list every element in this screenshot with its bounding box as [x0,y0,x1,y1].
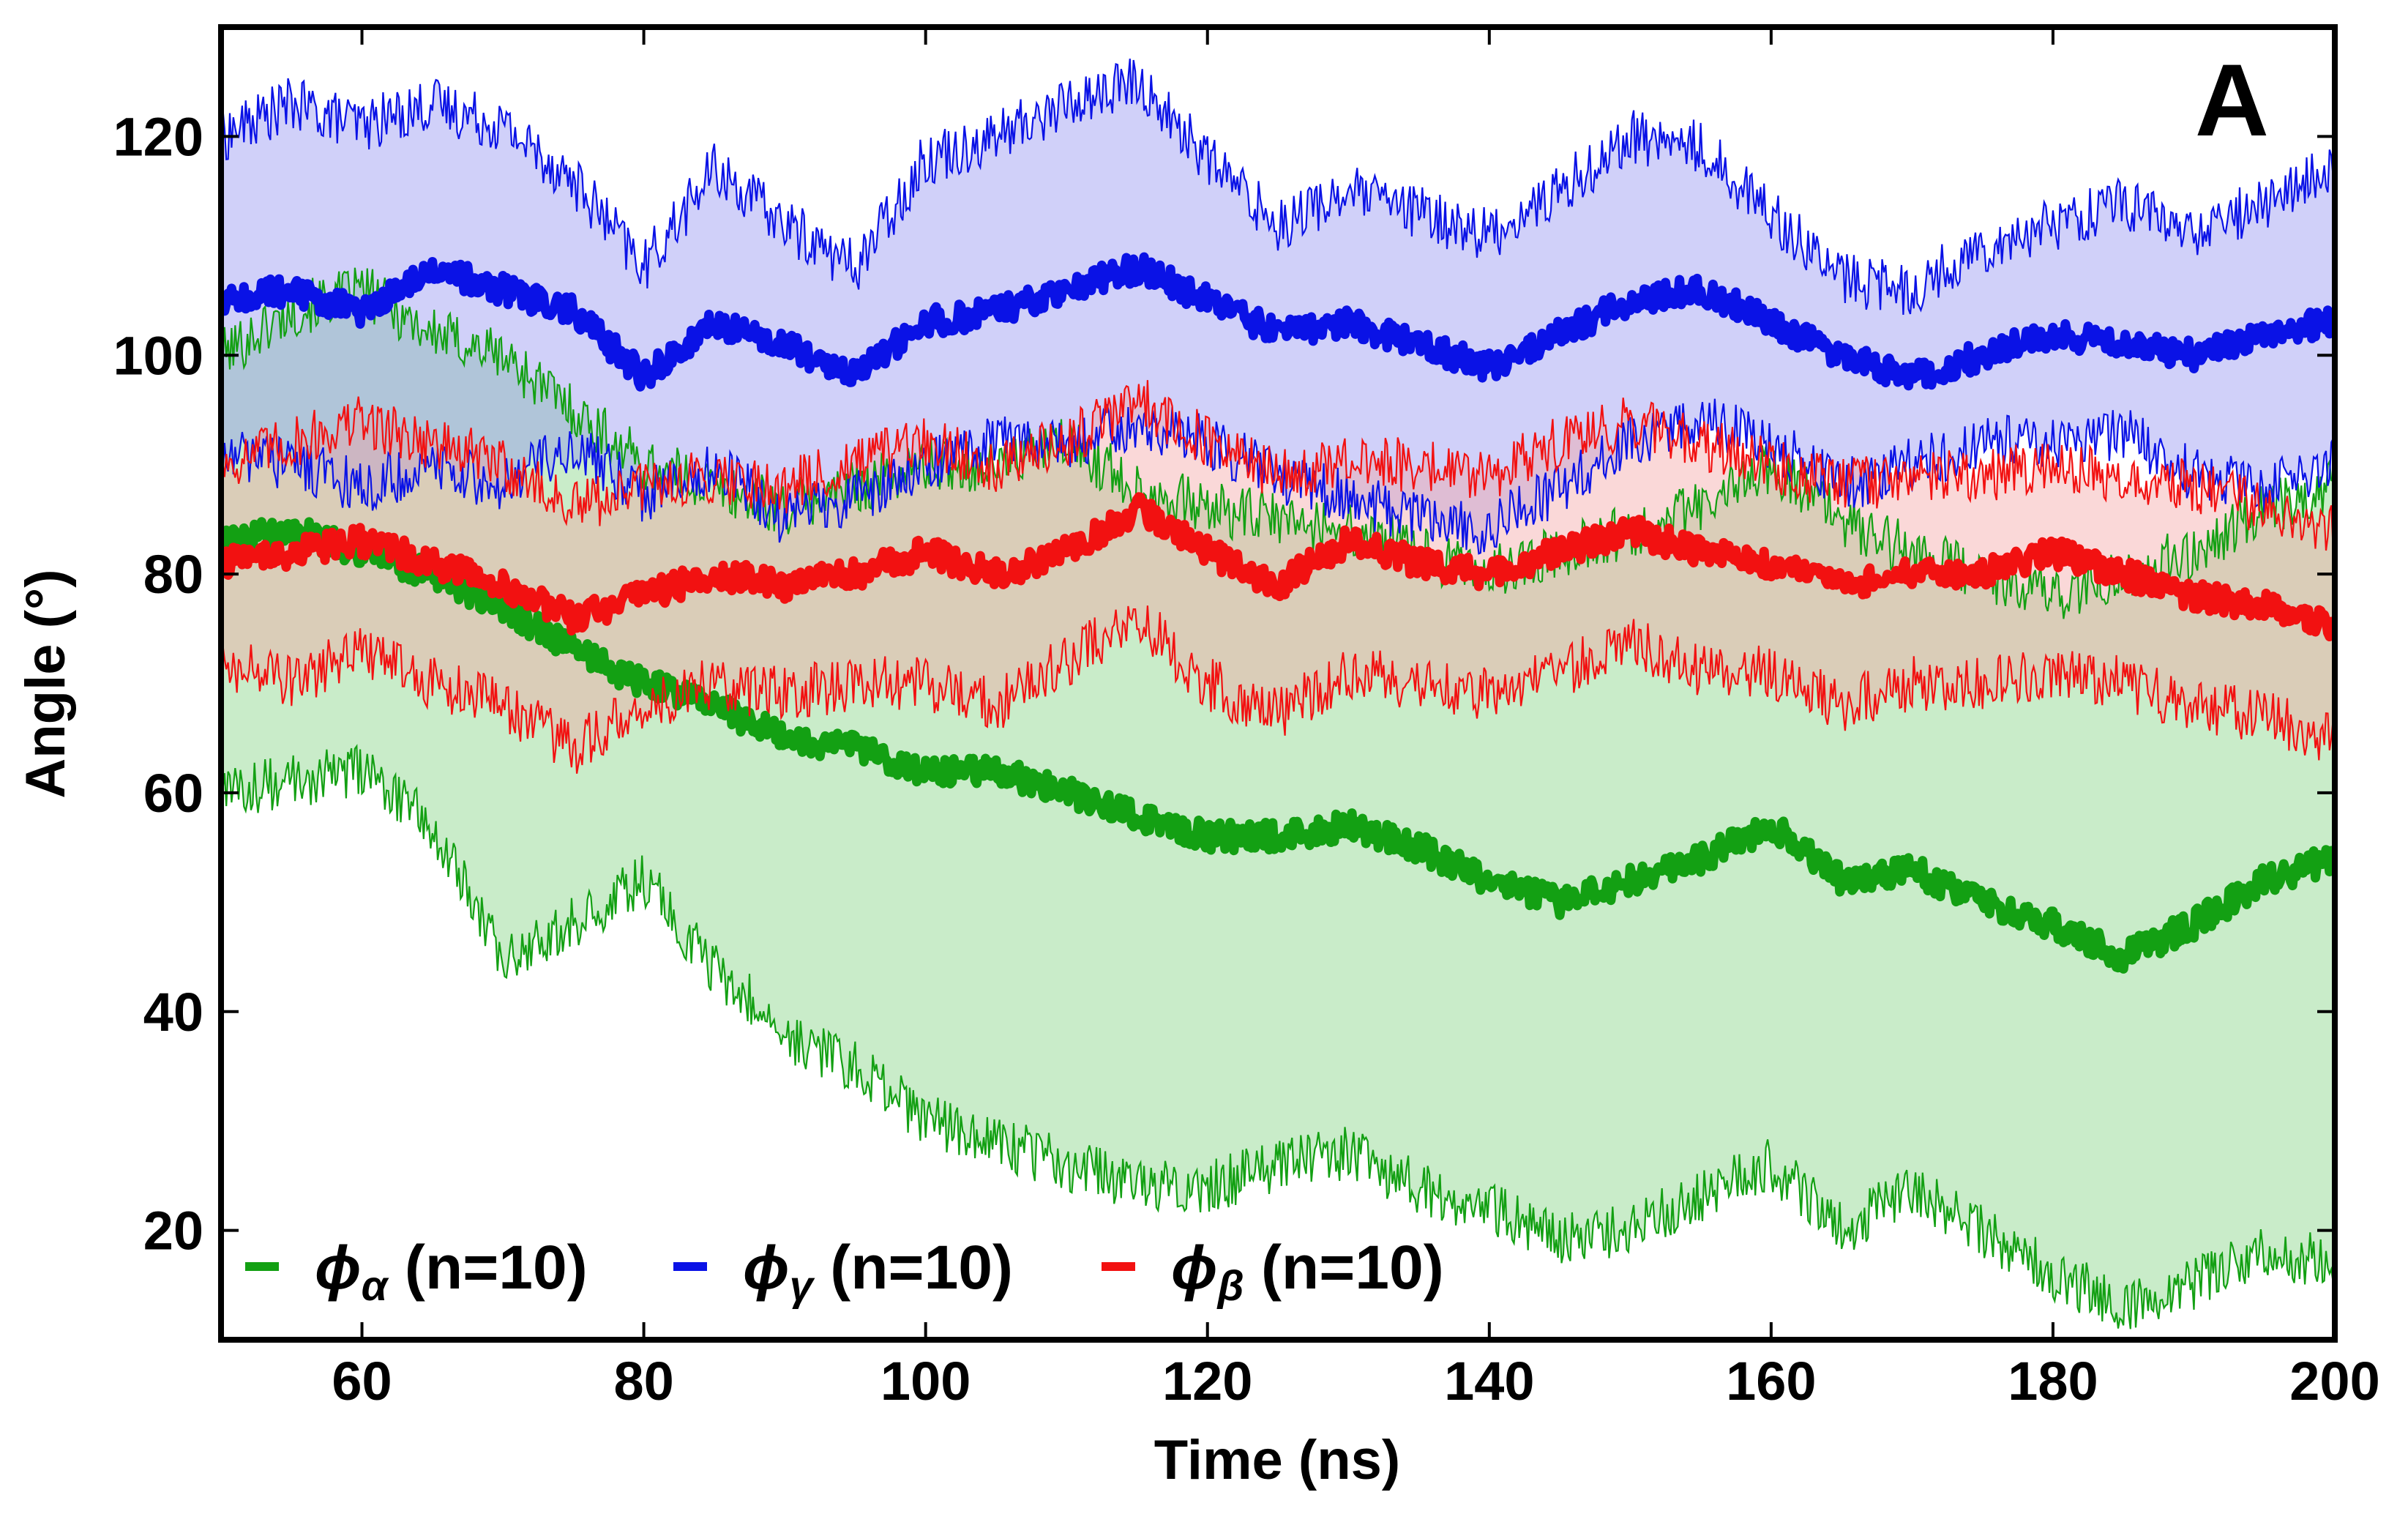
x-tick-label: 60 [332,1351,392,1412]
x-axis-ticks: 60 80 100 120 140 160 180 200 [332,27,2380,1412]
y-tick-label: 20 [143,1201,203,1261]
band-series-2 [221,380,2335,774]
mean-line-series-0 [221,517,2335,974]
y-tick-label: 60 [143,763,203,824]
y-tick-label: 40 [143,982,203,1043]
series-lines [221,59,2335,1330]
x-tick-label: 120 [1162,1351,1252,1412]
y-tick-label: 100 [113,325,203,386]
lower-line-series-2 [221,605,2335,774]
plot-frame [218,24,2338,1343]
mean-line-series-1 [221,252,2335,392]
x-tick-label: 180 [2008,1351,2098,1412]
series-bands [221,59,2335,1330]
y-axis-ticks: 20 40 60 80 100 120 [113,106,2335,1261]
legend-label-series-2: ϕβ (n=10) [1171,1233,1444,1310]
y-axis-title: Angle (°) [15,569,77,798]
x-axis-title: Time (ns) [1154,1429,1400,1491]
x-tick-label: 140 [1444,1351,1534,1412]
y-tick-label: 80 [143,544,203,605]
upper-line-series-2 [221,380,2335,551]
x-tick-label: 80 [613,1351,673,1412]
panel-label: A [2195,42,2269,157]
mean-line-series-2 [221,492,2335,641]
lower-line-series-0 [221,744,2335,1330]
x-tick-label: 160 [1726,1351,1816,1412]
band-series-0 [221,267,2335,1330]
upper-line-series-1 [221,59,2335,315]
x-tick-label: 100 [880,1351,971,1412]
x-tick-label: 200 [2289,1351,2379,1412]
legend: ϕα (n=10) ϕγ (n=10) ϕβ (n=10) [245,1233,1444,1310]
legend-label-series-0: ϕα (n=10) [315,1233,588,1310]
y-tick-label: 120 [113,106,203,167]
legend-label-series-1: ϕγ (n=10) [743,1233,1013,1310]
